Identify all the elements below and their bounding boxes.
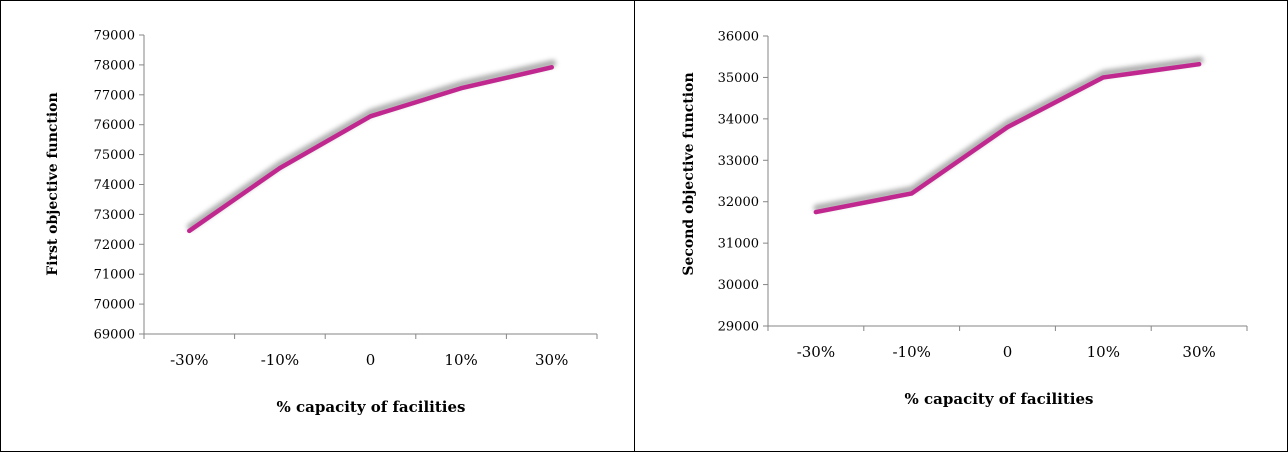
data-point [909, 191, 914, 196]
y-tick-label: 30000 [718, 278, 759, 293]
y-tick-label: 78000 [94, 58, 135, 73]
x-tick-label: -30% [170, 351, 208, 369]
data-point [187, 228, 192, 233]
y-tick-label: 36000 [718, 30, 759, 45]
y-tick-label: 33000 [718, 154, 759, 169]
y-tick-label: 76000 [94, 118, 135, 133]
x-tick-label: 0 [366, 351, 376, 369]
x-tick-label: -10% [261, 351, 299, 369]
y-tick-label: 71000 [94, 268, 135, 283]
x-tick-label: 30% [535, 351, 568, 369]
x-axis-title: % capacity of facilities [905, 390, 1094, 408]
x-tick-label: 30% [1182, 343, 1215, 361]
chart-first-objective: 69000 70000 71000 72000 73000 74000 75000 76000… [45, 29, 598, 416]
y-tick-label: 70000 [94, 298, 135, 313]
data-point [1197, 62, 1202, 67]
y-tick-label: 35000 [718, 71, 759, 86]
x-tick-label: 10% [1087, 343, 1120, 361]
y-tick-label: 29000 [718, 320, 759, 335]
series-line [187, 65, 554, 234]
y-tick-label: 34000 [718, 112, 759, 127]
x-tick-label: -10% [892, 343, 930, 361]
y-tick-label: 31000 [718, 237, 759, 252]
data-point [1101, 75, 1106, 80]
series-line-shadow [186, 59, 557, 231]
chart-panel-second-objective: 29000 30000 31000 32000 33000 34000 35000 36000… [634, 0, 1288, 452]
data-point [368, 114, 373, 119]
y-tick-label: 74000 [94, 178, 135, 193]
y-tick-label: 75000 [94, 148, 135, 163]
series-line [813, 61, 1202, 215]
y-tick-label: 32000 [718, 195, 759, 210]
series-line-shadow [813, 56, 1204, 212]
data-point [549, 65, 554, 70]
x-axis-title: % capacity of facilities [277, 398, 466, 416]
x-tick-label: 0 [1003, 343, 1013, 361]
data-point [459, 86, 464, 91]
y-tick-label: 69000 [94, 328, 135, 343]
y-tick-label: 79000 [94, 29, 135, 44]
chart-second-objective: 29000 30000 31000 32000 33000 34000 35000 36000… [681, 30, 1248, 408]
y-tick-label: 72000 [94, 238, 135, 253]
data-point [1005, 125, 1010, 130]
y-tick-label: 73000 [94, 208, 135, 223]
y-tick-label: 77000 [94, 88, 135, 103]
x-tick-label: -30% [797, 343, 835, 361]
x-tick-label: 10% [444, 351, 477, 369]
data-point [813, 210, 818, 215]
y-axis-title: Second objective function [681, 72, 697, 275]
y-axis-title: First objective function [45, 92, 61, 275]
chart-panel-first-objective: 69000 70000 71000 72000 73000 74000 75000 76000… [0, 0, 636, 452]
data-point [277, 166, 282, 171]
